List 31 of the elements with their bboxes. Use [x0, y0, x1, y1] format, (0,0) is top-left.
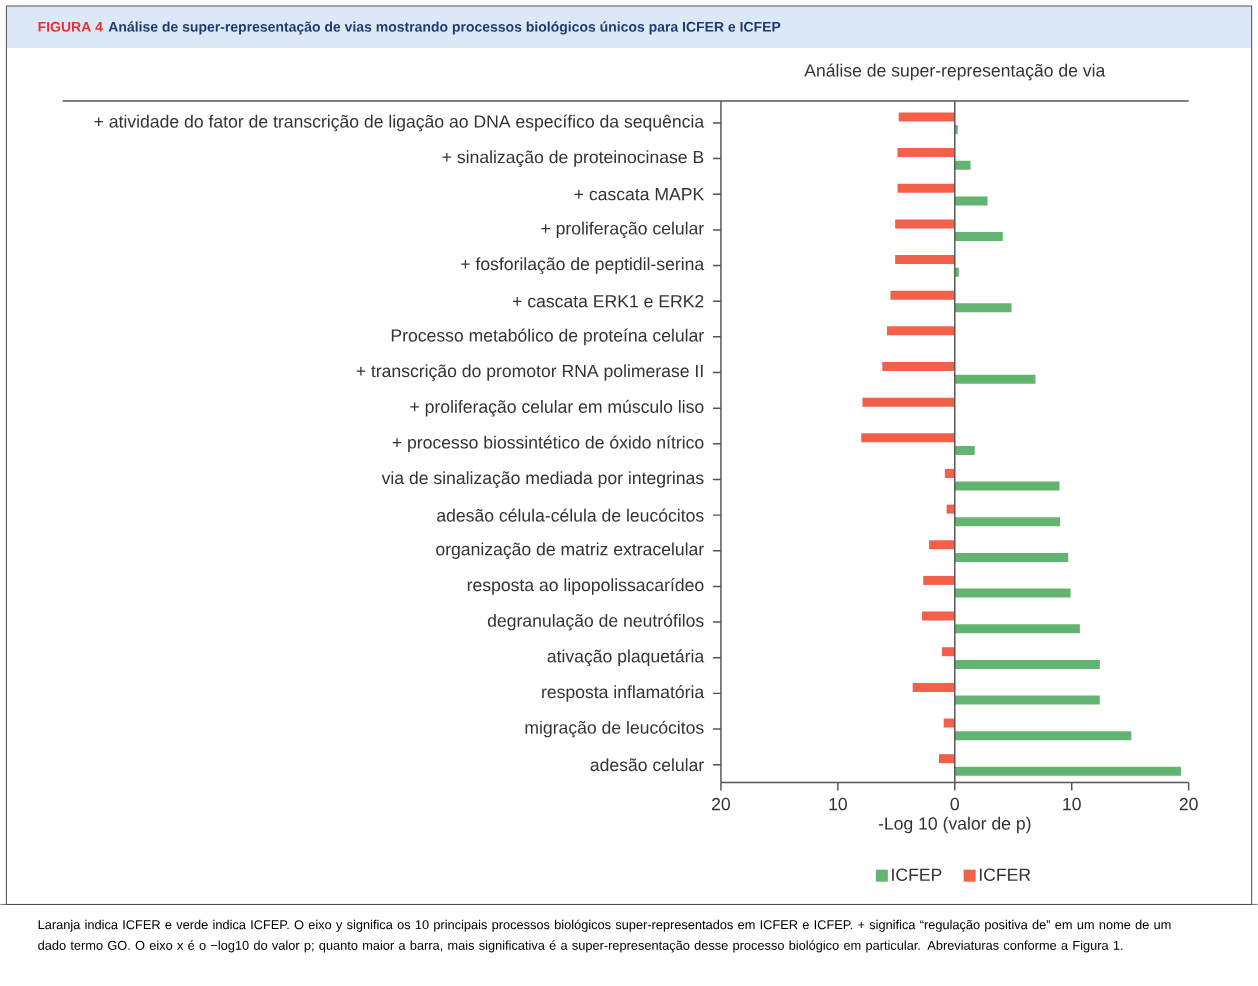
y-tick-label: + transcrição do promotor RNA polimerase II: [356, 364, 703, 381]
y-tick-label: resposta ao lipopolissacarídeo: [467, 577, 704, 595]
y-tick-label: + sinalização de proteinocinase B: [442, 150, 704, 167]
y-tick-label: Processo metabólico de proteína celular: [391, 328, 704, 345]
x-axis-title: -Log 10 (valor de p): [878, 816, 1031, 834]
x-tick-label: 10: [829, 797, 847, 811]
x-tick-label: 0: [950, 797, 959, 811]
text: FIGURA 4: [38, 21, 103, 32]
text: Laranja indica ICFER e verde indica ICFEP. O eixo y significa os 10 principais processos biológicos super-representados em ICFER e ICFEP. + significa “regulação positiva de” em um nome de um dado termo GO. O eixo x é o −log10 do valor p; quanto maior a barra, mais significativa é a super-representação desse processo biológico em particular. Abreviaturas conforme a Figura 1.: [38, 919, 1171, 953]
legend-label: ICFER: [979, 868, 1031, 881]
y-tick-label: organização de matriz extracelular: [436, 542, 704, 559]
y-tick-label: + cascata ERK1 e ERK2: [512, 294, 704, 308]
y-tick-label: + proliferação celular em músculo liso: [410, 399, 704, 417]
y-tick-label: degranulação de neutrófilos: [487, 613, 704, 631]
legend-label: ICFEP: [892, 868, 942, 881]
chart-subtitle: Análise de super-representação de via: [804, 63, 1106, 81]
y-tick-label: via de sinalização mediada por integrinas: [381, 471, 704, 488]
y-tick-label: adesão célula-célula de leucócitos: [437, 508, 704, 522]
y-tick-label: migração de leucócitos: [525, 720, 704, 738]
y-tick-label: + atividade do fator de transcrição de ligação ao DNA específico da sequência: [94, 114, 705, 132]
text: Análise de super-representação de vias mostrando processos biológicos únicos para ICFER e ICFEP: [108, 21, 781, 35]
y-tick-label: + fosforilação de peptidil-serina: [461, 257, 705, 274]
x-tick-label: 20: [712, 797, 731, 811]
x-tick-label: 20: [1179, 797, 1198, 811]
y-tick-label: ativação plaquetária: [547, 649, 705, 666]
y-tick-label: + cascata MAPK: [574, 187, 705, 201]
y-tick-label: resposta inflamatória: [542, 684, 705, 702]
y-tick-label: + proliferação celular: [541, 221, 704, 238]
y-tick-label: adesão celular: [590, 758, 704, 771]
x-tick-label: 10: [1063, 797, 1081, 811]
y-tick-label: + processo biossintético de óxido nítrico: [392, 435, 704, 452]
